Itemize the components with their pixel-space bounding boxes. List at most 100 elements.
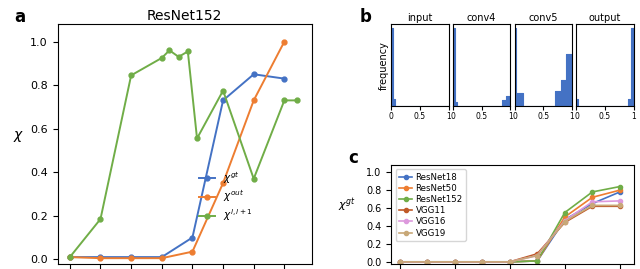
ResNet50 xyxy=(396,260,403,263)
VGG16 xyxy=(396,260,403,263)
VGG19 xyxy=(478,260,486,263)
ResNet152 xyxy=(478,260,486,263)
$\chi^{gt}$ xyxy=(250,73,257,76)
VGG11 xyxy=(478,260,486,263)
$\chi^{l,l+1}$ xyxy=(127,74,135,77)
Line: $\chi^{l,l+1}$: $\chi^{l,l+1}$ xyxy=(67,48,299,260)
ResNet50 xyxy=(478,260,486,263)
VGG16 xyxy=(616,199,623,203)
$\chi^{l,l+1}$ xyxy=(66,256,74,259)
Text: c: c xyxy=(348,149,358,167)
ResNet152 xyxy=(506,260,513,263)
VGG19 xyxy=(423,260,431,263)
Y-axis label: $\chi^{gt}$: $\chi^{gt}$ xyxy=(338,197,356,214)
Line: VGG11: VGG11 xyxy=(397,204,622,264)
$\chi^{out}$ xyxy=(189,250,196,253)
Title: output: output xyxy=(589,13,621,23)
$\chi^{l,l+1}$ xyxy=(193,137,201,140)
$\chi^{l,l+1}$ xyxy=(220,89,227,92)
ResNet152 xyxy=(396,260,403,263)
VGG16 xyxy=(478,260,486,263)
$\chi^{l,l+1}$ xyxy=(292,99,300,102)
$\chi^{gt}$ xyxy=(127,256,135,259)
ResNet152 xyxy=(423,260,431,263)
Y-axis label: $\chi$: $\chi$ xyxy=(13,129,25,144)
ResNet50 xyxy=(506,260,513,263)
ResNet18 xyxy=(478,260,486,263)
ResNet18 xyxy=(561,218,568,221)
ResNet18 xyxy=(396,260,403,263)
$\chi^{l,l+1}$ xyxy=(280,99,288,102)
Y-axis label: frequency: frequency xyxy=(379,41,388,90)
ResNet152 xyxy=(451,260,458,263)
VGG11 xyxy=(451,260,458,263)
$\chi^{l,l+1}$ xyxy=(250,177,257,180)
$\chi^{l,l+1}$ xyxy=(184,50,191,53)
VGG19 xyxy=(533,254,541,257)
VGG16 xyxy=(561,219,568,222)
Legend: $\chi^{gt}$, $\chi^{out}$, $\chi^{l,l+1}$: $\chi^{gt}$, $\chi^{out}$, $\chi^{l,l+1}… xyxy=(195,166,257,228)
VGG19 xyxy=(451,260,458,263)
ResNet50 xyxy=(451,260,458,263)
ResNet18 xyxy=(533,259,541,263)
VGG11 xyxy=(396,260,403,263)
$\chi^{out}$ xyxy=(220,182,227,185)
Line: ResNet18: ResNet18 xyxy=(397,190,622,264)
Title: ResNet152: ResNet152 xyxy=(147,9,223,23)
VGG11 xyxy=(616,205,623,208)
$\chi^{out}$ xyxy=(250,99,257,102)
ResNet50 xyxy=(533,259,541,263)
ResNet18 xyxy=(588,202,596,205)
ResNet50 xyxy=(423,260,431,263)
ResNet18 xyxy=(451,260,458,263)
$\chi^{l,l+1}$ xyxy=(158,56,166,59)
Text: b: b xyxy=(360,8,372,26)
Line: VGG19: VGG19 xyxy=(397,203,622,264)
ResNet50 xyxy=(588,196,596,199)
ResNet152 xyxy=(561,211,568,214)
$\chi^{gt}$ xyxy=(220,99,227,102)
VGG19 xyxy=(506,260,513,263)
$\chi^{out}$ xyxy=(127,257,135,260)
VGG16 xyxy=(533,254,541,257)
VGG16 xyxy=(451,260,458,263)
$\chi^{l,l+1}$ xyxy=(175,55,182,58)
$\chi^{gt}$ xyxy=(66,256,74,259)
$\chi^{out}$ xyxy=(97,257,104,260)
Legend: ResNet18, ResNet50, ResNet152, VGG11, VGG16, VGG19: ResNet18, ResNet50, ResNet152, VGG11, VG… xyxy=(396,169,466,241)
Title: conv4: conv4 xyxy=(467,13,497,23)
VGG11 xyxy=(423,260,431,263)
ResNet50 xyxy=(561,215,568,219)
Line: ResNet152: ResNet152 xyxy=(397,185,622,264)
$\chi^{gt}$ xyxy=(158,256,166,259)
$\chi^{gt}$ xyxy=(280,77,288,80)
ResNet152 xyxy=(588,190,596,194)
ResNet50 xyxy=(616,189,623,192)
ResNet18 xyxy=(616,190,623,194)
VGG16 xyxy=(423,260,431,263)
$\chi^{out}$ xyxy=(280,40,288,43)
Title: conv5: conv5 xyxy=(529,13,558,23)
ResNet18 xyxy=(423,260,431,263)
Line: $\chi^{out}$: $\chi^{out}$ xyxy=(67,39,287,261)
ResNet152 xyxy=(616,185,623,188)
$\chi^{out}$ xyxy=(158,257,166,260)
VGG19 xyxy=(588,204,596,207)
VGG11 xyxy=(533,252,541,255)
$\chi^{l,l+1}$ xyxy=(166,49,173,52)
VGG16 xyxy=(588,200,596,203)
ResNet152 xyxy=(533,259,541,263)
VGG19 xyxy=(396,260,403,263)
VGG19 xyxy=(616,204,623,207)
VGG16 xyxy=(506,260,513,263)
$\chi^{gt}$ xyxy=(189,236,196,239)
Line: VGG16: VGG16 xyxy=(397,199,622,264)
Line: $\chi^{gt}$: $\chi^{gt}$ xyxy=(67,72,287,260)
$\chi^{l,l+1}$ xyxy=(97,217,104,221)
VGG11 xyxy=(588,205,596,208)
Title: input: input xyxy=(407,13,433,23)
Line: ResNet50: ResNet50 xyxy=(397,188,622,264)
VGG11 xyxy=(561,221,568,224)
$\chi^{gt}$ xyxy=(97,256,104,259)
VGG11 xyxy=(506,260,513,263)
